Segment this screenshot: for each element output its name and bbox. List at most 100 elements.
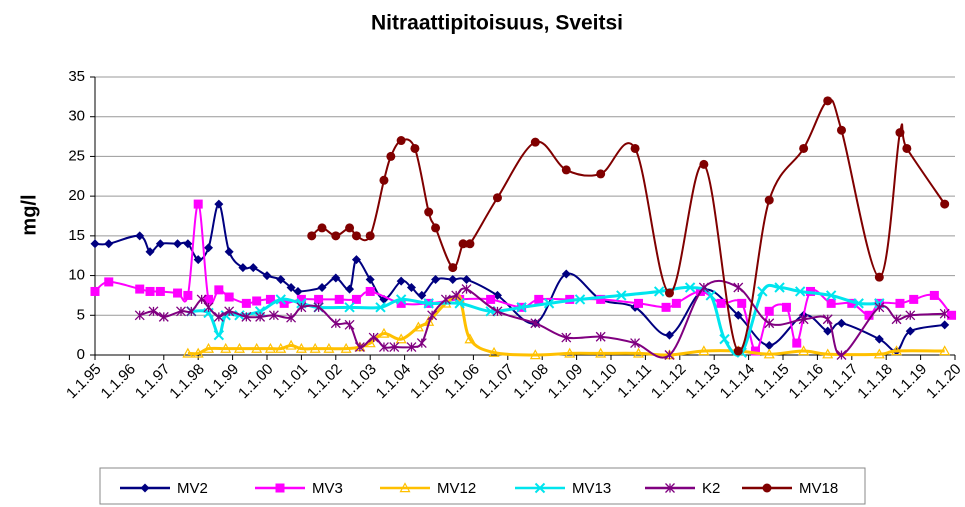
marker xyxy=(251,342,263,353)
marker xyxy=(368,332,379,343)
marker xyxy=(448,275,458,285)
marker xyxy=(104,277,114,287)
marker xyxy=(196,294,207,305)
marker xyxy=(864,310,874,320)
x-tick-label: 1.1.97 xyxy=(132,361,174,403)
marker xyxy=(774,282,785,293)
marker xyxy=(317,282,327,292)
marker xyxy=(902,143,912,153)
marker xyxy=(822,314,833,325)
y-tick-label: 10 xyxy=(68,267,85,284)
marker xyxy=(757,286,768,297)
marker xyxy=(389,342,400,353)
marker xyxy=(214,199,224,209)
marker xyxy=(596,169,606,179)
marker xyxy=(104,239,114,249)
marker xyxy=(630,338,641,349)
marker xyxy=(940,199,950,209)
marker xyxy=(895,128,905,138)
marker xyxy=(699,159,709,169)
marker xyxy=(252,296,262,306)
x-tick-label: 1.1.10 xyxy=(579,361,621,403)
marker xyxy=(826,298,836,308)
marker xyxy=(633,347,645,358)
marker xyxy=(296,302,307,313)
marker xyxy=(905,310,916,321)
marker xyxy=(534,294,544,304)
marker xyxy=(275,483,285,493)
legend-label: MV12 xyxy=(437,480,476,497)
marker xyxy=(183,239,193,249)
marker xyxy=(344,319,355,330)
x-tick-label: 1.1.99 xyxy=(201,361,243,403)
x-tick-label: 1.1.08 xyxy=(510,361,552,403)
marker xyxy=(440,294,451,305)
marker xyxy=(431,223,441,233)
marker xyxy=(874,272,884,282)
marker xyxy=(296,294,306,304)
marker xyxy=(595,347,607,358)
marker xyxy=(874,302,885,313)
marker xyxy=(396,298,406,308)
marker xyxy=(192,347,204,358)
marker xyxy=(836,350,847,360)
marker xyxy=(135,284,145,294)
x-tick-label: 1.1.14 xyxy=(717,361,759,403)
marker xyxy=(90,239,100,249)
x-tick-label: 1.1.07 xyxy=(476,361,518,403)
marker xyxy=(265,294,275,304)
marker xyxy=(334,294,344,304)
marker xyxy=(891,345,903,356)
marker xyxy=(853,298,864,309)
legend-label: MV3 xyxy=(312,480,343,497)
marker xyxy=(792,338,802,348)
marker xyxy=(847,298,857,308)
marker xyxy=(399,482,411,493)
marker xyxy=(416,338,427,349)
marker xyxy=(285,339,297,350)
marker xyxy=(155,286,165,296)
marker xyxy=(155,239,165,249)
chart-title: Nitraattipitoisuus, Sveitsi xyxy=(371,12,623,35)
marker xyxy=(158,311,169,322)
marker xyxy=(543,298,555,309)
marker xyxy=(705,290,716,301)
marker xyxy=(204,294,214,304)
marker xyxy=(684,282,696,293)
x-tick-label: 1.1.12 xyxy=(648,361,690,403)
marker xyxy=(664,330,674,340)
marker xyxy=(365,286,375,296)
marker xyxy=(465,239,475,249)
marker xyxy=(733,346,743,356)
x-tick-label: 1.1.02 xyxy=(304,361,346,403)
marker xyxy=(365,231,375,241)
x-tick-label: 1.1.13 xyxy=(682,361,724,403)
marker xyxy=(561,165,571,175)
marker xyxy=(345,223,355,233)
marker xyxy=(781,302,791,312)
marker xyxy=(406,342,417,353)
marker xyxy=(203,342,215,353)
marker xyxy=(698,345,710,356)
marker xyxy=(431,275,441,285)
marker xyxy=(798,345,810,356)
marker xyxy=(140,483,150,493)
marker xyxy=(375,302,386,313)
marker xyxy=(530,318,541,329)
marker xyxy=(529,349,541,360)
marker xyxy=(561,332,572,343)
y-tick-label: 20 xyxy=(68,187,85,204)
y-tick-label: 5 xyxy=(77,306,85,323)
marker xyxy=(664,350,675,360)
marker xyxy=(345,284,355,294)
y-axis-label: mg/l xyxy=(18,194,40,235)
marker xyxy=(423,298,434,309)
x-tick-label: 1.1.16 xyxy=(786,361,828,403)
legend-label: K2 xyxy=(702,480,720,497)
marker xyxy=(241,311,252,322)
marker xyxy=(448,263,458,273)
marker xyxy=(939,308,950,319)
marker xyxy=(698,282,709,293)
marker xyxy=(534,482,546,494)
marker xyxy=(462,275,472,285)
